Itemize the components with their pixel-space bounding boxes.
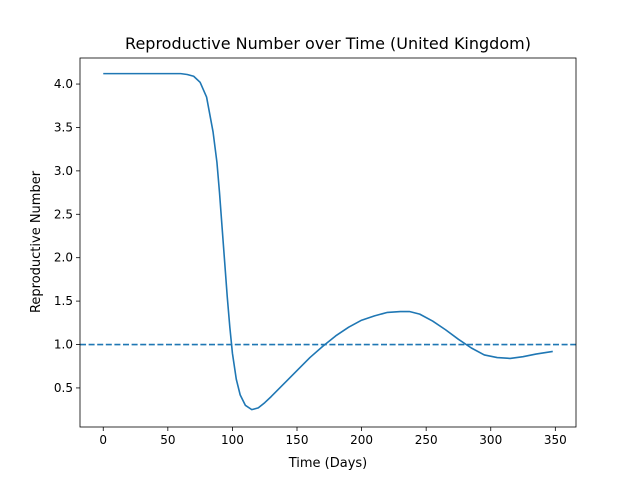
x-tick-label: 0 (99, 433, 107, 447)
plot-frame (79, 57, 577, 428)
y-tick-label: 1.0 (54, 338, 73, 352)
y-tick-label: 1.5 (54, 294, 73, 308)
y-tick-label: 2.0 (54, 251, 73, 265)
series-line (103, 72, 553, 411)
x-tick-label: 100 (221, 433, 244, 447)
y-axis-label: Reproductive Number (29, 170, 44, 313)
y-tick-label: 0.5 (54, 381, 73, 395)
y-tick-label: 3.5 (54, 120, 73, 134)
y-tick-label: 3.0 (54, 164, 73, 178)
chart-title: Reproductive Number over Time (United Ki… (125, 34, 531, 53)
y-axis: 0.5 1.0 1.5 2.0 2.5 3.0 3.5 4.0 (54, 77, 80, 395)
x-tick-label: 200 (350, 433, 373, 447)
x-tick-label: 150 (286, 433, 309, 447)
x-tick-label: 300 (479, 433, 502, 447)
plot-area (80, 72, 576, 411)
x-tick-label: 50 (160, 433, 175, 447)
y-tick-label: 2.5 (54, 207, 73, 221)
x-tick-label: 350 (544, 433, 567, 447)
x-axis-label: Time (Days) (288, 456, 368, 471)
x-axis: 0 50 100 150 200 250 300 350 (99, 427, 567, 447)
y-tick-label: 4.0 (54, 77, 73, 91)
x-tick-label: 250 (415, 433, 438, 447)
